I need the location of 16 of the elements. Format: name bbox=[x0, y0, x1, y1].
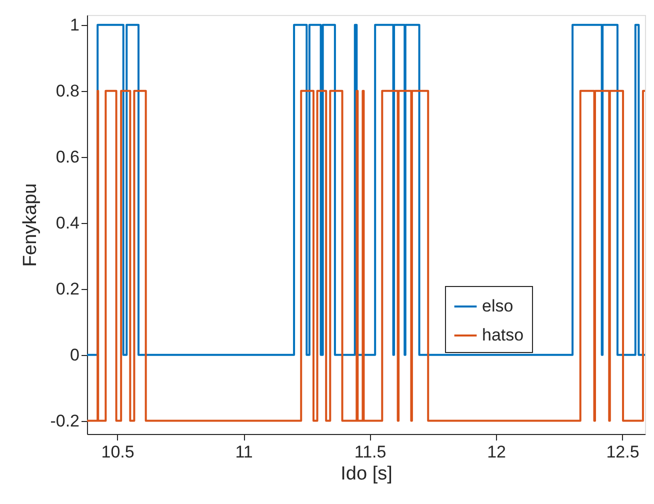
y-tick-label: 0.6 bbox=[56, 147, 80, 166]
y-tick-label: 0.4 bbox=[56, 213, 80, 232]
y-tick-label: 0 bbox=[70, 345, 80, 364]
x-tick-label: 11 bbox=[235, 442, 253, 462]
y-tick-label: 0.2 bbox=[56, 279, 80, 298]
legend-label: hatso bbox=[482, 326, 524, 344]
y-tick-label: -0.2 bbox=[50, 411, 80, 430]
legend-label: elso bbox=[482, 296, 514, 316]
y-tick-label: 1 bbox=[70, 15, 80, 34]
x-tick-label: 10.5 bbox=[101, 442, 134, 462]
y-tick-label: 0.8 bbox=[56, 81, 80, 100]
y-axis-title: Fenykapu bbox=[20, 183, 42, 267]
x-axis-title: Ido [s] bbox=[340, 464, 392, 484]
x-tick-label: 11.5 bbox=[354, 442, 386, 462]
x-tick-label: 12 bbox=[487, 442, 506, 462]
x-tick-label: 12.5 bbox=[606, 442, 640, 462]
